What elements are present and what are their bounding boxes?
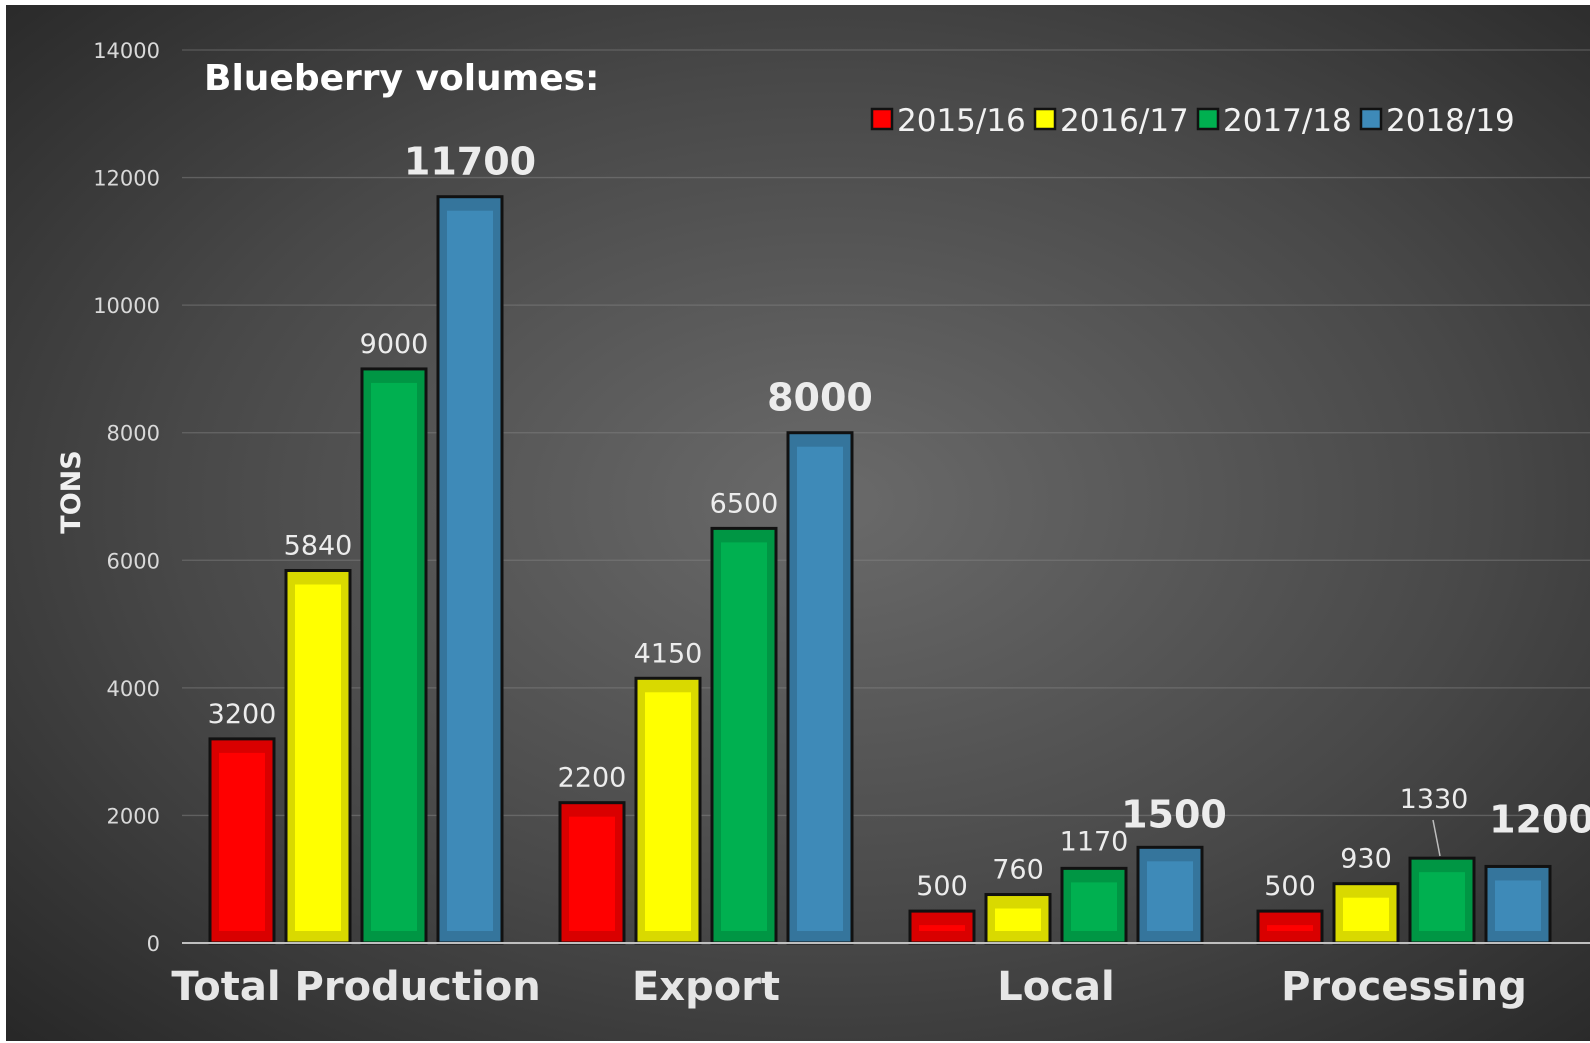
legend-swatch — [870, 107, 894, 131]
bar-fill — [569, 816, 615, 931]
y-axis-label: TONS — [56, 450, 87, 533]
category-label: Processing — [1281, 964, 1527, 1010]
bar-fill — [1267, 925, 1313, 931]
data-label: 5840 — [284, 530, 353, 561]
data-label: 4150 — [634, 638, 703, 669]
bar-fill — [797, 446, 843, 931]
bar-fill — [919, 925, 965, 931]
data-label: 2200 — [558, 763, 627, 794]
category-label: Total Production — [171, 964, 540, 1010]
data-label: 1500 — [1121, 792, 1227, 836]
x-axis-categories: Total Production Export Local Processing — [171, 964, 1527, 1010]
bars — [208, 195, 1552, 945]
data-label: 500 — [1264, 871, 1316, 902]
bar-fill — [295, 584, 341, 931]
bar-fill — [1419, 872, 1465, 931]
data-label: 930 — [1340, 844, 1392, 875]
category-label: Export — [632, 964, 780, 1010]
legend: 2015/16 2016/17 2017/18 2018/19 — [870, 103, 1515, 139]
legend-swatch — [1033, 107, 1057, 131]
chart-title: Blueberry volumes: — [204, 58, 599, 99]
legend-swatch — [1359, 107, 1383, 131]
bar-fill — [1495, 880, 1541, 931]
legend-label: 2017/18 — [1223, 103, 1352, 139]
legend-label: 2016/17 — [1060, 103, 1189, 139]
bar-fill — [1071, 882, 1117, 931]
data-label: 8000 — [767, 376, 873, 420]
y-tick-label: 14000 — [93, 39, 160, 63]
data-label: 11700 — [404, 140, 536, 184]
category-label: Local — [997, 964, 1114, 1010]
y-tick-label: 10000 — [93, 294, 160, 318]
data-label: 500 — [916, 871, 968, 902]
y-tick-label: 0 — [147, 932, 160, 956]
y-tick-label: 2000 — [107, 804, 160, 828]
data-label: 6500 — [710, 488, 779, 519]
bar-fill — [219, 752, 265, 931]
legend-swatch — [1196, 107, 1220, 131]
legend-label: 2015/16 — [897, 103, 1026, 139]
data-label: 760 — [992, 855, 1044, 886]
y-tick-label: 12000 — [93, 167, 160, 191]
data-label: 3200 — [208, 699, 277, 730]
data-label: 1330 — [1400, 784, 1469, 815]
bar-fill — [371, 382, 417, 931]
bar-fill — [645, 692, 691, 931]
data-label: 1170 — [1060, 826, 1129, 857]
y-tick-label: 8000 — [107, 422, 160, 446]
y-tick-label: 6000 — [107, 549, 160, 573]
bar-fill — [1147, 861, 1193, 931]
bar-fill — [447, 210, 493, 931]
data-labels: 3200 2200 500 500 5840 4150 760 930 9000 6500 1170… — [208, 140, 1590, 902]
y-tick-label: 4000 — [107, 677, 160, 701]
data-label: 1200 — [1489, 797, 1590, 841]
y-axis-ticks: 0 2000 4000 6000 8000 10000 12000 14000 — [93, 39, 160, 956]
data-label: 9000 — [360, 329, 429, 360]
leader-line — [1432, 819, 1441, 857]
bar-fill — [995, 908, 1041, 931]
bar-fill — [1343, 897, 1389, 931]
legend-label: 2018/19 — [1386, 103, 1515, 139]
bar-fill — [721, 542, 767, 931]
